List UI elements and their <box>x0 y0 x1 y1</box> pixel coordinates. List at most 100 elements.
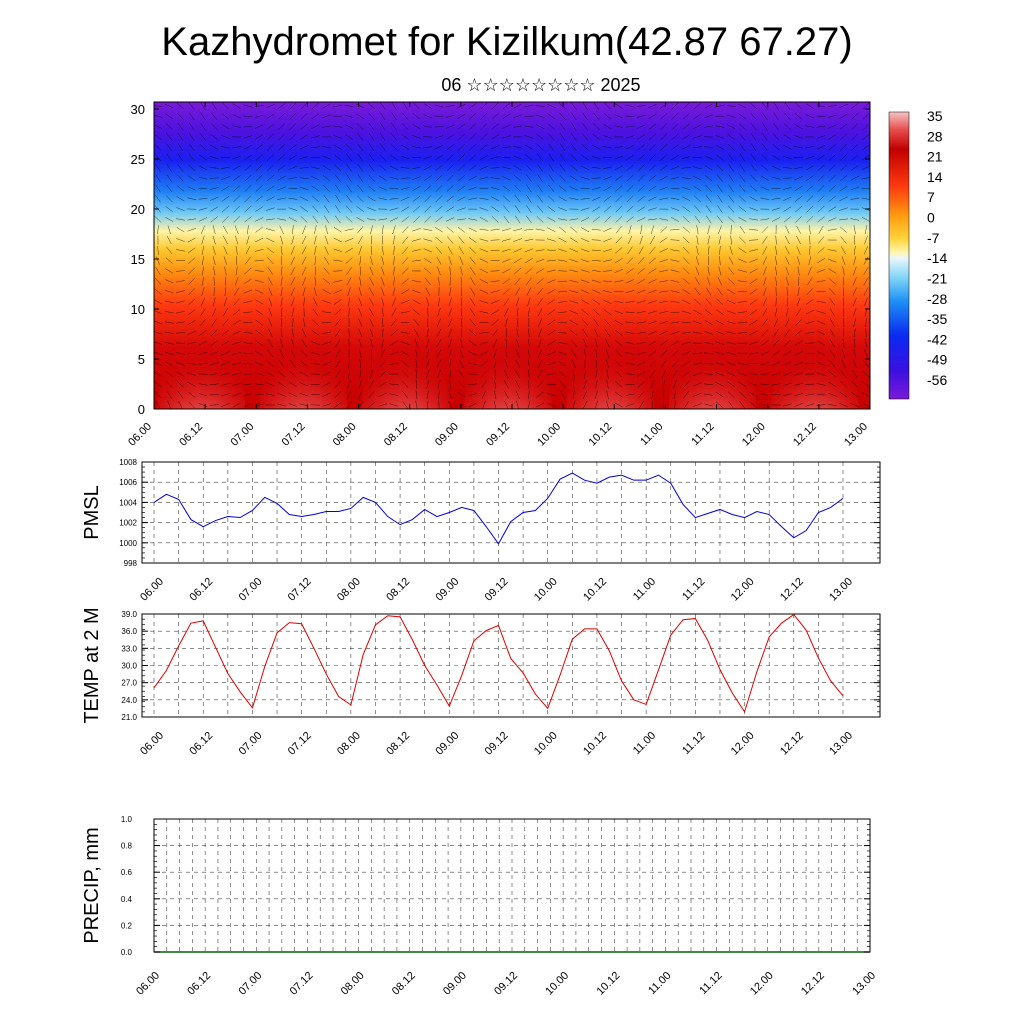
wind-arrow <box>154 361 163 366</box>
wind-arrow <box>254 394 264 396</box>
wind-arrow <box>659 186 669 191</box>
wind-arrow <box>584 348 587 358</box>
wind-arrow <box>648 310 657 314</box>
wind-arrow <box>827 114 837 118</box>
wind-arrow <box>794 113 803 120</box>
wind-arrow <box>188 401 196 409</box>
wind-arrow <box>221 176 230 181</box>
wind-arrow <box>437 297 441 307</box>
wind-arrow <box>468 197 478 200</box>
wind-arrow <box>763 276 767 286</box>
x-tick-label: 12.00 <box>748 970 776 998</box>
wind-arrow <box>381 266 385 276</box>
wind-arrow <box>726 361 736 366</box>
wind-arrow <box>347 369 351 379</box>
wind-arrow <box>591 155 601 160</box>
wind-arrow <box>154 216 162 223</box>
wind-arrow <box>480 102 488 110</box>
wind-arrow <box>595 348 597 358</box>
wind-arrow <box>526 194 532 203</box>
wind-arrow <box>636 361 646 366</box>
wind-arrow <box>504 359 509 369</box>
wind-arrow <box>704 393 714 396</box>
wind-arrow <box>401 196 410 201</box>
wind-arrow <box>816 125 826 128</box>
wind-arrow <box>535 114 545 118</box>
wind-arrow <box>663 390 665 400</box>
wind-arrow <box>515 297 520 307</box>
wind-arrow <box>775 297 777 307</box>
wind-arrow <box>266 113 275 119</box>
wind-arrow <box>817 154 825 161</box>
wind-arrow <box>415 359 418 369</box>
x-tick-label: 07.12 <box>286 576 314 604</box>
wind-arrow <box>358 379 362 389</box>
wind-arrow <box>438 390 440 400</box>
wind-arrow <box>737 332 747 334</box>
wind-arrow <box>524 229 534 231</box>
wind-arrow <box>470 297 476 306</box>
wind-arrow <box>829 308 835 317</box>
wind-arrow <box>314 276 317 286</box>
wind-arrow <box>536 143 544 151</box>
wind-arrow <box>300 350 308 357</box>
wind-arrow <box>413 318 420 327</box>
wind-arrow <box>827 105 837 107</box>
wind-arrow <box>378 381 387 388</box>
wind-arrow <box>547 402 556 408</box>
wind-arrow <box>570 226 578 233</box>
wind-arrow <box>715 392 724 398</box>
wind-arrow <box>614 155 624 160</box>
wind-arrow <box>333 104 343 108</box>
wind-arrow <box>862 144 870 151</box>
wind-arrow <box>402 102 409 110</box>
wind-arrow <box>436 339 442 348</box>
wind-arrow <box>154 371 162 377</box>
wind-arrow <box>198 198 208 200</box>
wind-arrow <box>448 328 453 338</box>
wind-arrow <box>528 390 530 400</box>
wind-arrow <box>558 290 568 293</box>
wind-arrow <box>446 144 454 151</box>
wind-arrow <box>558 237 567 243</box>
wind-arrow <box>762 236 768 244</box>
wind-arrow <box>469 113 477 120</box>
colorbar-label: -56 <box>927 372 947 388</box>
wind-arrow <box>571 133 577 141</box>
wind-arrow <box>402 391 409 399</box>
wind-arrow <box>682 246 690 254</box>
wind-arrow <box>704 383 714 386</box>
wind-arrow <box>154 391 162 399</box>
wind-arrow <box>468 351 477 356</box>
wind-arrow <box>795 216 802 223</box>
wind-arrow <box>738 103 747 109</box>
wind-arrow <box>527 297 531 307</box>
wind-arrow <box>670 290 680 293</box>
wind-arrow <box>581 309 589 316</box>
wind-arrow <box>659 103 668 109</box>
wind-arrow <box>682 236 690 244</box>
wind-arrow <box>829 318 835 327</box>
wind-arrow <box>333 299 342 305</box>
wind-arrow <box>188 257 196 264</box>
wind-arrow <box>357 153 363 162</box>
wind-arrow <box>243 332 253 334</box>
wind-arrow <box>176 300 185 304</box>
wind-arrow <box>538 338 542 348</box>
wind-arrow <box>603 195 612 202</box>
wind-arrow <box>659 310 669 314</box>
wind-arrow <box>786 307 789 317</box>
wind-arrow <box>716 309 724 315</box>
wind-arrow <box>592 206 601 212</box>
wind-arrow <box>514 267 522 275</box>
wind-arrow <box>761 102 768 110</box>
wind-arrow <box>187 330 196 335</box>
wind-arrow <box>762 308 768 317</box>
wind-arrow <box>468 383 478 386</box>
wind-arrow <box>201 235 205 245</box>
wind-arrow <box>412 249 421 252</box>
wind-arrow <box>839 175 848 182</box>
wind-arrow <box>636 311 646 314</box>
wind-arrow <box>490 186 500 191</box>
wind-arrow <box>369 287 374 296</box>
